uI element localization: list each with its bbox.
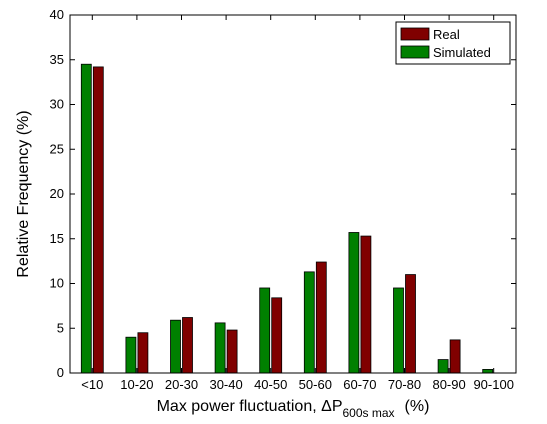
x-ticks-group: <10 10-20 20-30 30-40 40-50 50-60 60-70 70-80 80… <box>81 15 514 392</box>
bar-simulated-5 <box>303 271 315 374</box>
x-tick-label: 10-20 <box>120 377 153 392</box>
x-tick-label: <10 <box>81 377 103 392</box>
bar-simulated-1 <box>125 336 137 374</box>
x-tick-label: 70-80 <box>388 377 421 392</box>
bar-real-4 <box>271 297 283 374</box>
bar-real-8 <box>449 339 461 374</box>
bar-real-7 <box>405 274 416 374</box>
bar-simulated-4 <box>259 287 271 374</box>
x-axis-label: Max power fluctuation, ΔP600s max (%) <box>157 398 430 420</box>
y-tick-label: 5 <box>57 320 64 335</box>
bar-real-1 <box>137 332 149 374</box>
bar-real-5 <box>315 261 327 374</box>
x-tick-label: 30-40 <box>209 377 242 392</box>
x-tick-label: 90-100 <box>473 377 513 392</box>
plot-area <box>70 15 516 373</box>
x-tick-label: 80-90 <box>432 377 465 392</box>
y-tick-label: 35 <box>50 52 64 67</box>
y-tick-label: 15 <box>50 231 64 246</box>
x-tick-label: 20-30 <box>165 377 198 392</box>
y-tick-label: 40 <box>50 7 64 22</box>
bars-group <box>80 63 494 374</box>
bar-simulated-0 <box>80 63 92 374</box>
legend-label-simulated: Simulated <box>433 45 491 60</box>
bar-real-0 <box>92 66 104 374</box>
x-axis-label-subscript: 600s max <box>342 406 394 420</box>
y-tick-label: 0 <box>57 365 64 380</box>
bar-simulated-8 <box>437 359 449 374</box>
x-tick-label: 50-60 <box>299 377 332 392</box>
y-tick-label: 25 <box>50 141 64 156</box>
legend-swatch-simulated <box>400 45 430 59</box>
legend-label-real: Real <box>433 27 460 42</box>
y-tick-label: 20 <box>50 186 64 201</box>
y-axis-label: Relative Frequency (%) <box>15 110 32 277</box>
bar-simulated-7 <box>393 287 404 374</box>
x-axis-label-suffix: (%) <box>405 398 430 415</box>
x-axis-label-symbol: ΔP <box>321 398 342 415</box>
bar-real-3 <box>226 329 238 374</box>
x-axis-label-prefix: Max power fluctuation, <box>157 398 322 415</box>
legend: Real Simulated <box>395 21 511 65</box>
y-tick-label: 10 <box>50 276 64 291</box>
bar-simulated-6 <box>348 232 360 374</box>
bar-simulated-2 <box>170 319 181 374</box>
bar-real-2 <box>182 317 193 374</box>
x-tick-label: 60-70 <box>343 377 376 392</box>
y-ticks-group: 0 5 10 15 20 25 30 35 40 <box>50 7 516 380</box>
y-tick-label: 30 <box>50 97 64 112</box>
bar-simulated-9 <box>482 369 494 374</box>
x-tick-label: 40-50 <box>254 377 287 392</box>
bar-real-6 <box>360 235 372 374</box>
bar-simulated-3 <box>214 322 226 374</box>
legend-swatch-real <box>400 27 430 41</box>
